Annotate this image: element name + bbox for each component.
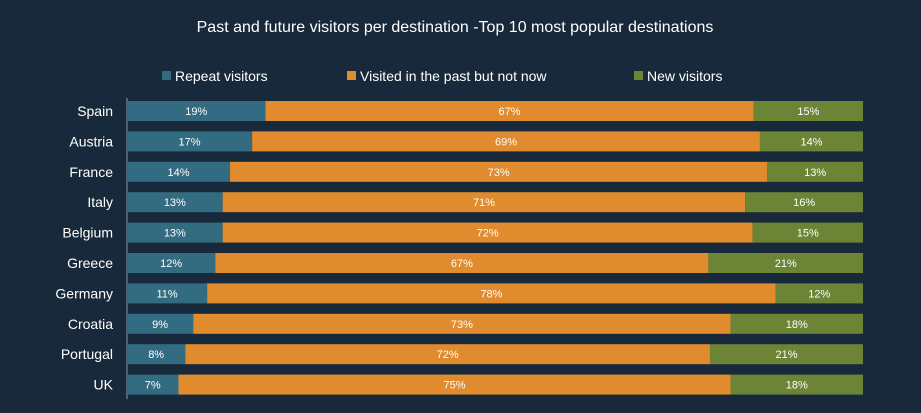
chart-title: Past and future visitors per destination… <box>197 19 714 36</box>
data-label-austria-repeat-visitors: 17% <box>179 136 201 148</box>
data-label-uk-new-visitors: 18% <box>786 380 808 392</box>
bar-row-spain: Spain 19% 67% 15% <box>77 101 863 121</box>
data-label-germany-repeat-visitors: 11% <box>156 288 177 300</box>
bar-spain-visited-in-the-past-but-not-now <box>265 101 754 121</box>
data-label-portugal-visited-in-the-past-but-not-now: 72% <box>437 349 459 361</box>
data-label-austria-visited-in-the-past-but-not-now: 69% <box>495 136 517 148</box>
data-label-spain-new-visitors: 15% <box>797 106 819 118</box>
data-label-france-repeat-visitors: 14% <box>168 167 190 179</box>
bar-germany-visited-in-the-past-but-not-now <box>207 283 776 304</box>
data-label-belgium-new-visitors: 15% <box>797 228 819 240</box>
bar-row-croatia: Croatia 9% 73% 18% <box>68 313 863 334</box>
data-label-belgium-repeat-visitors: 13% <box>164 228 186 240</box>
bar-portugal-visited-in-the-past-but-not-now <box>185 344 710 365</box>
bar-croatia-new-visitors <box>730 313 863 334</box>
bar-belgium-new-visitors <box>752 222 863 243</box>
category-label-belgium: Belgium <box>62 225 113 241</box>
category-label-austria: Austria <box>69 133 113 149</box>
bar-row-france: France 14% 73% 13% <box>69 161 863 182</box>
bar-portugal-repeat-visitors <box>127 344 186 365</box>
data-label-croatia-new-visitors: 18% <box>786 319 808 331</box>
category-label-france: France <box>69 164 113 180</box>
bar-germany-new-visitors <box>775 283 863 304</box>
legend-label: Repeat visitors <box>175 68 268 84</box>
data-label-italy-visited-in-the-past-but-not-now: 71% <box>473 197 495 209</box>
bar-row-belgium: Belgium 13% 72% 15% <box>62 222 863 243</box>
data-label-portugal-repeat-visitors: 8% <box>148 349 164 361</box>
bar-france-visited-in-the-past-but-not-now <box>230 161 768 182</box>
data-label-germany-new-visitors: 12% <box>808 288 830 300</box>
data-label-uk-visited-in-the-past-but-not-now: 75% <box>444 380 466 392</box>
bar-croatia-visited-in-the-past-but-not-now <box>193 313 731 334</box>
category-label-italy: Italy <box>87 194 113 210</box>
bar-italy-visited-in-the-past-but-not-now <box>222 192 746 213</box>
data-label-france-visited-in-the-past-but-not-now: 73% <box>488 167 510 179</box>
plot-area: Spain 19% 67% 15% Austria 17% 69% 14% France 14% 7… <box>55 101 863 395</box>
category-label-germany: Germany <box>55 285 113 301</box>
data-label-greece-new-visitors: 21% <box>775 258 797 270</box>
data-label-italy-new-visitors: 16% <box>793 197 815 209</box>
bar-portugal-new-visitors <box>709 344 863 365</box>
data-label-germany-visited-in-the-past-but-not-now: 78% <box>480 288 502 300</box>
data-label-austria-new-visitors: 14% <box>800 136 822 148</box>
data-label-croatia-repeat-visitors: 9% <box>152 319 168 331</box>
data-label-croatia-visited-in-the-past-but-not-now: 73% <box>451 319 473 331</box>
bar-france-repeat-visitors <box>127 161 231 182</box>
bar-greece-new-visitors <box>708 253 863 273</box>
bar-row-italy: Italy 13% 71% 16% <box>87 192 863 213</box>
bar-greece-visited-in-the-past-but-not-now <box>215 253 709 273</box>
bar-austria-new-visitors <box>759 131 863 152</box>
bar-greece-repeat-visitors <box>127 253 216 273</box>
bar-italy-repeat-visitors <box>127 192 223 213</box>
category-label-uk: UK <box>94 377 114 393</box>
bar-row-austria: Austria 17% 69% 14% <box>69 131 863 152</box>
bar-spain-repeat-visitors <box>127 101 266 121</box>
bar-austria-visited-in-the-past-but-not-now <box>252 131 760 152</box>
data-label-greece-visited-in-the-past-but-not-now: 67% <box>451 258 473 270</box>
data-label-greece-repeat-visitors: 12% <box>160 258 182 270</box>
bar-uk-repeat-visitors <box>127 374 179 395</box>
data-label-spain-repeat-visitors: 19% <box>185 106 207 118</box>
legend-item-new-visitors: New visitors <box>634 68 722 84</box>
bar-row-uk: UK 7% 75% 18% <box>94 374 863 395</box>
legend-swatch <box>634 71 643 80</box>
category-label-spain: Spain <box>77 103 113 119</box>
category-label-croatia: Croatia <box>68 316 113 332</box>
bar-austria-repeat-visitors <box>127 131 253 152</box>
legend-item-visited-in-the-past-but-not-now: Visited in the past but not now <box>347 68 547 84</box>
bar-belgium-repeat-visitors <box>127 222 223 243</box>
bar-belgium-visited-in-the-past-but-not-now <box>222 222 753 243</box>
legend-label: New visitors <box>647 68 722 84</box>
bar-row-greece: Greece 12% 67% 21% <box>67 253 863 273</box>
data-label-portugal-new-visitors: 21% <box>775 349 797 361</box>
bar-uk-new-visitors <box>730 374 863 395</box>
bar-france-new-visitors <box>767 161 863 182</box>
data-label-france-new-visitors: 13% <box>804 167 826 179</box>
legend-label: Visited in the past but not now <box>360 68 547 84</box>
bar-croatia-repeat-visitors <box>127 313 194 334</box>
data-label-uk-repeat-visitors: 7% <box>145 380 161 392</box>
legend-swatch <box>347 71 356 80</box>
data-label-belgium-visited-in-the-past-but-not-now: 72% <box>477 228 499 240</box>
data-label-italy-repeat-visitors: 13% <box>164 197 186 209</box>
data-label-spain-visited-in-the-past-but-not-now: 67% <box>499 106 521 118</box>
legend-swatch <box>162 71 171 80</box>
category-label-greece: Greece <box>67 255 113 271</box>
legend: Repeat visitors Visited in the past but n… <box>162 68 722 84</box>
bar-germany-repeat-visitors <box>127 283 208 304</box>
bar-row-germany: Germany 11% 78% 12% <box>55 283 863 304</box>
category-label-portugal: Portugal <box>61 346 113 362</box>
bar-spain-new-visitors <box>753 101 863 121</box>
bar-uk-visited-in-the-past-but-not-now <box>178 374 731 395</box>
bar-italy-new-visitors <box>745 192 863 213</box>
bar-row-portugal: Portugal 8% 72% 21% <box>61 344 863 365</box>
legend-item-repeat-visitors: Repeat visitors <box>162 68 268 84</box>
